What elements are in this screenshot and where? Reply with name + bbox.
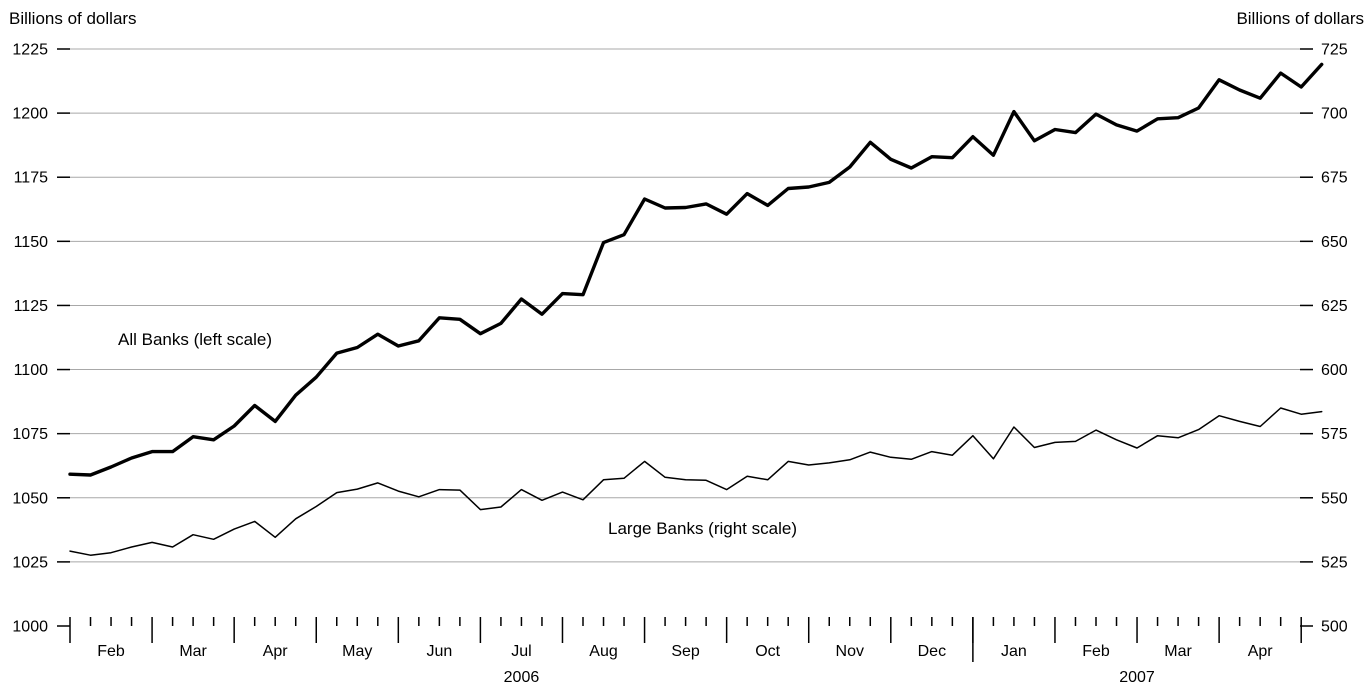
month-label: Aug [589, 643, 617, 660]
left-axis-unit-label: Billions of dollars [9, 9, 137, 28]
month-label: Feb [97, 643, 125, 660]
right-axis-tick-label: 700 [1321, 106, 1348, 123]
month-label: Apr [263, 643, 289, 660]
month-label: Mar [179, 643, 207, 660]
large-banks-series-line [69, 407, 1323, 556]
right-axis-tick-label: 725 [1321, 42, 1348, 59]
month-label: Apr [1248, 643, 1274, 660]
left-axis-tick-label: 1100 [14, 362, 49, 379]
right-axis-tick-label: 600 [1321, 362, 1348, 379]
right-axis-tick-label: 625 [1321, 298, 1348, 315]
left-axis-tick-label: 1050 [12, 490, 48, 507]
left-axis-tick-label: 1200 [12, 106, 48, 123]
right-axis-tick-label: 550 [1321, 490, 1348, 507]
left-axis-tick-label: 1125 [14, 298, 49, 315]
month-label: Jul [511, 643, 531, 660]
right-axis-tick-label: 675 [1321, 170, 1348, 187]
year-label: 2006 [504, 669, 540, 686]
left-axis-tick-label: 1025 [12, 554, 48, 571]
all-banks-series-line [68, 62, 1324, 477]
right-axis-tick-label: 650 [1321, 234, 1348, 251]
left-axis-tick-label: 1000 [12, 619, 48, 636]
month-label: Dec [918, 643, 946, 660]
month-label: Mar [1164, 643, 1192, 660]
left-axis-tick-label: 1175 [14, 170, 49, 187]
left-axis-tick-label: 1150 [14, 234, 49, 251]
right-axis-tick-label: 525 [1321, 554, 1348, 571]
left-axis-tick-label: 1075 [12, 426, 48, 443]
month-label: Oct [755, 643, 780, 660]
right-axis-tick-label: 500 [1321, 619, 1348, 636]
month-label: May [342, 643, 372, 660]
month-label: Nov [836, 643, 864, 660]
month-label: Jun [426, 643, 452, 660]
year-label: 2007 [1119, 669, 1155, 686]
all-banks-annotation: All Banks (left scale) [118, 330, 272, 349]
left-axis-tick-label: 1225 [12, 42, 48, 59]
right-axis-tick-label: 575 [1321, 426, 1348, 443]
month-label: Sep [671, 643, 700, 660]
month-label: Jan [1001, 643, 1027, 660]
large-banks-annotation: Large Banks (right scale) [608, 519, 797, 538]
month-label: Feb [1082, 643, 1110, 660]
right-axis-unit-label: Billions of dollars [1236, 9, 1364, 28]
